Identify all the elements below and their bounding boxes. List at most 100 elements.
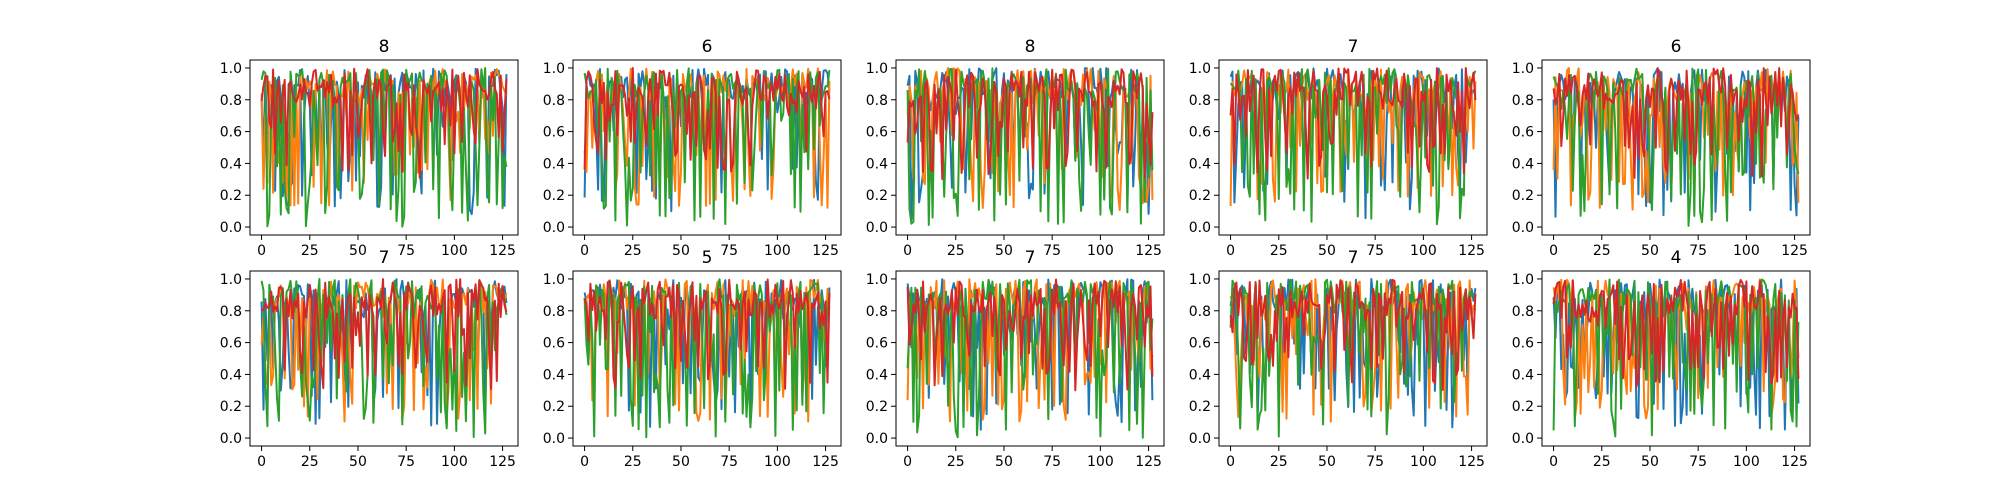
series-line-4	[1229, 67, 1477, 180]
axes-frame	[1541, 270, 1811, 447]
y-tick-label: 0.2	[543, 188, 565, 204]
series-line-4	[906, 278, 1154, 392]
y-tick-label: 0.6	[1189, 336, 1211, 352]
series-group	[1229, 278, 1477, 438]
x-tick-label: 0	[903, 454, 912, 470]
y-tick-label: 0.4	[543, 367, 565, 383]
axes-frame	[249, 59, 519, 236]
subplot-1: 0.0 0.2 0.4 0.6 0.8 1.0 0 25 50 75 100 125 8	[220, 37, 519, 259]
y-tick-label: 1.0	[1512, 272, 1534, 288]
x-tick-label: 50	[672, 243, 690, 259]
x-tick-label: 125	[489, 454, 516, 470]
x-tick-label: 100	[1410, 454, 1437, 470]
y-tick-label: 0.2	[1512, 399, 1534, 415]
series-line-3	[1552, 278, 1800, 438]
series-group	[906, 67, 1154, 226]
subplot-3: 0.0 0.2 0.4 0.6 0.8 1.0 0 25 50 75 100 125 8	[866, 37, 1165, 259]
y-tick-label: 0.6	[866, 125, 888, 141]
x-tick-label: 100	[1087, 454, 1114, 470]
y-tick-label: 0.0	[1189, 220, 1211, 236]
series-line-4	[583, 67, 831, 173]
x-tick-label: 25	[1270, 454, 1288, 470]
x-tick-label: 50	[349, 243, 367, 259]
x-tick-label: 50	[349, 454, 367, 470]
subplot-title: 7	[1025, 248, 1036, 268]
x-tick-label: 125	[489, 243, 516, 259]
x-tick-label: 25	[947, 243, 965, 259]
series-line-4	[1552, 279, 1800, 388]
y-tick-label: 0.4	[220, 367, 242, 383]
x-tick-label: 75	[720, 243, 738, 259]
y-tick-label: 0.2	[866, 399, 888, 415]
x-tick-label: 0	[1226, 454, 1235, 470]
x-tick-label: 25	[301, 454, 319, 470]
x-tick-label: 125	[1458, 243, 1485, 259]
series-line-2	[583, 278, 831, 423]
x-tick-label: 125	[1781, 454, 1808, 470]
x-tick-label: 125	[1781, 243, 1808, 259]
x-tick-label: 25	[624, 243, 642, 259]
x-tick-label: 125	[1458, 454, 1485, 470]
x-tick-label: 0	[903, 243, 912, 259]
series-line-4	[261, 278, 508, 390]
x-tick-label: 100	[1733, 243, 1760, 259]
y-tick-label: 0.6	[1189, 125, 1211, 141]
x-tick-label: 0	[580, 454, 589, 470]
y-tick-label: 0.8	[543, 93, 565, 109]
x-tick-label: 25	[1270, 243, 1288, 259]
x-tick-label: 75	[1689, 243, 1707, 259]
x-tick-label: 100	[1087, 243, 1114, 259]
y-tick-label: 0.4	[1512, 367, 1534, 383]
y-tick-label: 0.6	[543, 125, 565, 141]
x-tick-label: 25	[624, 454, 642, 470]
series-group	[260, 67, 508, 228]
y-tick-label: 0.4	[220, 156, 242, 172]
subplot-title: 7	[1348, 37, 1359, 57]
y-tick-label: 1.0	[1189, 272, 1211, 288]
subplot-title: 5	[702, 248, 713, 268]
y-tick-label: 0.2	[1189, 399, 1211, 415]
axes-frame	[1218, 270, 1488, 447]
subplot-title: 8	[379, 37, 390, 57]
y-tick-label: 0.6	[543, 336, 565, 352]
y-tick-label: 1.0	[220, 272, 242, 288]
y-tick-label: 0.4	[866, 156, 888, 172]
y-tick-label: 1.0	[1512, 61, 1534, 77]
y-tick-label: 0.6	[1512, 125, 1534, 141]
x-tick-label: 25	[301, 243, 319, 259]
x-tick-label: 50	[1641, 454, 1659, 470]
series-group	[1229, 67, 1477, 226]
x-tick-label: 100	[441, 243, 468, 259]
series-line-3	[906, 278, 1154, 439]
x-tick-label: 0	[580, 243, 589, 259]
y-tick-label: 1.0	[543, 61, 565, 77]
axes-frame	[1541, 59, 1811, 236]
y-tick-label: 0.8	[220, 304, 242, 320]
subplot-title: 7	[1348, 248, 1359, 268]
x-tick-label: 75	[720, 454, 738, 470]
x-tick-label: 50	[995, 243, 1013, 259]
y-tick-label: 0.6	[1512, 336, 1534, 352]
x-tick-label: 75	[1689, 454, 1707, 470]
y-tick-label: 0.4	[543, 156, 565, 172]
axes-frame	[572, 270, 842, 447]
subplot-8: 0.0 0.2 0.4 0.6 0.8 1.0 0 25 50 75 100 125 7	[866, 248, 1165, 470]
subplot-2: 0.0 0.2 0.4 0.6 0.8 1.0 0 25 50 75 100 125 6	[543, 37, 842, 259]
y-tick-label: 0.4	[1189, 156, 1211, 172]
series-line-3	[260, 278, 508, 439]
y-tick-label: 0.2	[866, 188, 888, 204]
y-tick-label: 0.0	[866, 431, 888, 447]
series-group	[1552, 278, 1800, 438]
x-tick-label: 0	[257, 243, 266, 259]
y-tick-label: 0.2	[1512, 188, 1534, 204]
axes-frame	[895, 59, 1165, 236]
y-tick-label: 0.0	[1512, 220, 1534, 236]
y-tick-label: 0.6	[220, 336, 242, 352]
x-tick-label: 125	[1135, 243, 1162, 259]
x-tick-label: 75	[1043, 243, 1061, 259]
series-line-3	[1229, 67, 1477, 226]
x-tick-label: 100	[764, 243, 791, 259]
series-line-4	[1552, 67, 1800, 179]
x-tick-label: 100	[1733, 454, 1760, 470]
